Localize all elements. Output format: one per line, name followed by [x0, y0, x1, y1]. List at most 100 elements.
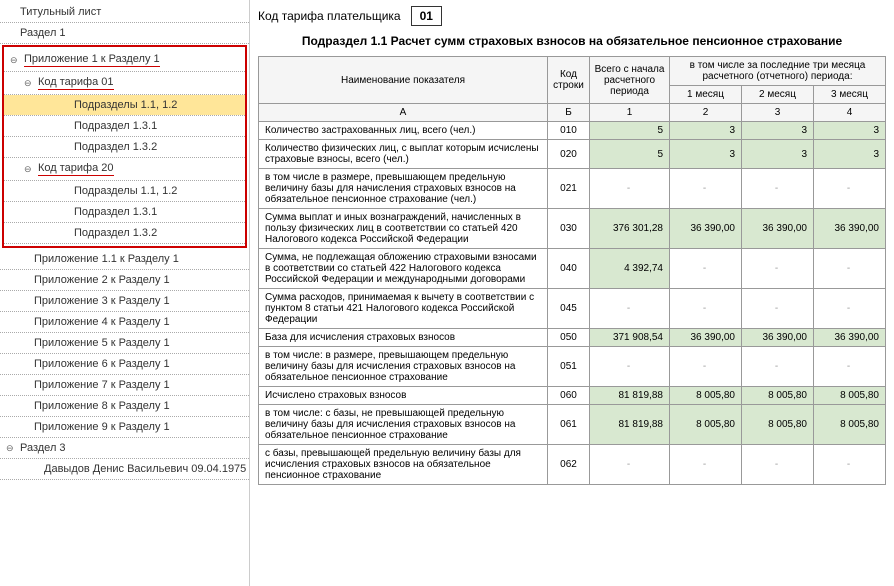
cell-value[interactable]: 36 390,00 [742, 209, 814, 249]
cell-value[interactable]: 8 005,80 [814, 387, 886, 405]
table-row: Количество физических лиц, с выплат кото… [259, 140, 886, 169]
cell-value[interactable]: - [742, 169, 814, 209]
tree-item[interactable]: Подраздел 1.3.1 [4, 202, 245, 222]
cell-value[interactable]: 36 390,00 [814, 329, 886, 347]
cell-value[interactable]: 36 390,00 [670, 209, 742, 249]
tree-label: Приложение 7 к Разделу 1 [34, 379, 170, 391]
cell-value[interactable]: 3 [742, 122, 814, 140]
cell-value[interactable]: - [814, 289, 886, 329]
th-colB: Б [548, 104, 590, 122]
cell-value[interactable]: 4 392,74 [590, 249, 670, 289]
cell-code: 040 [548, 249, 590, 289]
tree-item[interactable]: Давыдов Денис Васильевич 09.04.1975 [0, 459, 249, 479]
tree-label: Подразделы 1.1, 1.2 [74, 185, 177, 197]
cell-value[interactable]: - [742, 347, 814, 387]
tree-label: Приложение 4 к Разделу 1 [34, 316, 170, 328]
tree-item[interactable]: Приложение 7 к Разделу 1 [0, 375, 249, 395]
cell-value[interactable]: 8 005,80 [670, 405, 742, 445]
tree-toggle-icon[interactable]: ⊖ [24, 164, 34, 174]
main-container: Титульный листРаздел 1 ⊖Приложение 1 к Р… [0, 0, 894, 586]
tariff-row: Код тарифа плательщика 01 [258, 6, 886, 26]
cell-value[interactable]: 36 390,00 [814, 209, 886, 249]
cell-value[interactable]: - [590, 169, 670, 209]
th-total: Всего с начала расчетного периода [590, 57, 670, 104]
cell-value[interactable]: 8 005,80 [670, 387, 742, 405]
cell-value[interactable]: - [814, 445, 886, 485]
tree-toggle-icon[interactable]: ⊖ [10, 55, 20, 65]
tree-item[interactable]: Раздел 1 [0, 23, 249, 43]
cell-value[interactable]: 8 005,80 [742, 387, 814, 405]
cell-value[interactable]: 8 005,80 [742, 405, 814, 445]
tree-item[interactable]: Приложение 5 к Разделу 1 [0, 333, 249, 353]
cell-value[interactable]: 3 [742, 140, 814, 169]
cell-value[interactable]: 5 [590, 122, 670, 140]
tree-toggle-icon [20, 254, 30, 264]
cell-value[interactable]: - [670, 289, 742, 329]
tree-item[interactable]: Титульный лист [0, 2, 249, 22]
table-row: Количество застрахованных лиц, всего (че… [259, 122, 886, 140]
table-row: Сумма расходов, принимаемая к вычету в с… [259, 289, 886, 329]
tree-item[interactable]: Подраздел 1.3.2 [4, 223, 245, 243]
cell-name: Сумма, не подлежащая обложению страховым… [259, 249, 548, 289]
tariff-label: Код тарифа плательщика [258, 9, 401, 23]
cell-value[interactable]: 371 908,54 [590, 329, 670, 347]
tree-item[interactable]: Приложение 9 к Разделу 1 [0, 417, 249, 437]
tree-item[interactable]: ⊖Код тарифа 20 [4, 158, 245, 180]
tree-item[interactable]: ⊖Раздел 3 [0, 438, 249, 458]
tree-item[interactable]: ⊖Код тарифа 01 [4, 72, 245, 94]
sidebar: Титульный листРаздел 1 ⊖Приложение 1 к Р… [0, 0, 250, 586]
tree-label: Приложение 5 к Разделу 1 [34, 337, 170, 349]
tree-item[interactable]: Подразделы 1.1, 1.2 [4, 95, 245, 115]
cell-value[interactable]: - [814, 347, 886, 387]
cell-code: 050 [548, 329, 590, 347]
cell-value[interactable]: - [742, 289, 814, 329]
cell-name: с базы, превышающей предельную величину … [259, 445, 548, 485]
cell-value[interactable]: 3 [670, 122, 742, 140]
cell-value[interactable]: - [814, 249, 886, 289]
tariff-code: 01 [411, 6, 442, 26]
cell-value[interactable]: 376 301,28 [590, 209, 670, 249]
cell-code: 045 [548, 289, 590, 329]
cell-name: База для исчисления страховых взносов [259, 329, 548, 347]
cell-value[interactable]: 36 390,00 [670, 329, 742, 347]
tree-toggle-icon[interactable]: ⊖ [6, 443, 16, 453]
cell-value[interactable]: - [590, 445, 670, 485]
cell-value[interactable]: 81 819,88 [590, 387, 670, 405]
cell-value[interactable]: - [670, 249, 742, 289]
cell-code: 062 [548, 445, 590, 485]
tree-item[interactable]: Подраздел 1.3.1 [4, 116, 245, 136]
cell-value[interactable]: 81 819,88 [590, 405, 670, 445]
cell-value[interactable]: - [670, 445, 742, 485]
tree-toggle-icon [20, 422, 30, 432]
cell-value[interactable]: - [590, 347, 670, 387]
th-col3: 3 [742, 104, 814, 122]
tree-item[interactable]: ⊖Приложение 1 к Разделу 1 [4, 49, 245, 71]
tree-item[interactable]: Подраздел 1.3.2 [4, 137, 245, 157]
cell-value[interactable]: 8 005,80 [814, 405, 886, 445]
tree-item[interactable]: Приложение 2 к Разделу 1 [0, 270, 249, 290]
tree-item[interactable]: Подразделы 1.1, 1.2 [4, 181, 245, 201]
tree-item[interactable]: Приложение 8 к Разделу 1 [0, 396, 249, 416]
cell-name: Исчислено страховых взносов [259, 387, 548, 405]
cell-value[interactable]: - [814, 169, 886, 209]
tree-label: Подраздел 1.3.2 [74, 227, 157, 239]
cell-value[interactable]: 3 [814, 140, 886, 169]
cell-value[interactable]: - [742, 249, 814, 289]
cell-value[interactable]: - [590, 289, 670, 329]
tree-item[interactable]: Приложение 4 к Разделу 1 [0, 312, 249, 332]
cell-value[interactable]: - [742, 445, 814, 485]
tree-toggle-icon[interactable]: ⊖ [24, 78, 34, 88]
cell-value[interactable]: 36 390,00 [742, 329, 814, 347]
cell-value[interactable]: 3 [814, 122, 886, 140]
table-row: Исчислено страховых взносов06081 819,888… [259, 387, 886, 405]
cell-code: 060 [548, 387, 590, 405]
cell-value[interactable]: - [670, 347, 742, 387]
tree-item[interactable]: Приложение 1.1 к Разделу 1 [0, 249, 249, 269]
tree-toggle-icon [20, 380, 30, 390]
cell-value[interactable]: 3 [670, 140, 742, 169]
tree-item[interactable]: Приложение 3 к Разделу 1 [0, 291, 249, 311]
cell-value[interactable]: 5 [590, 140, 670, 169]
tree-item[interactable]: Приложение 6 к Разделу 1 [0, 354, 249, 374]
tree-toggle-icon [20, 275, 30, 285]
cell-value[interactable]: - [670, 169, 742, 209]
